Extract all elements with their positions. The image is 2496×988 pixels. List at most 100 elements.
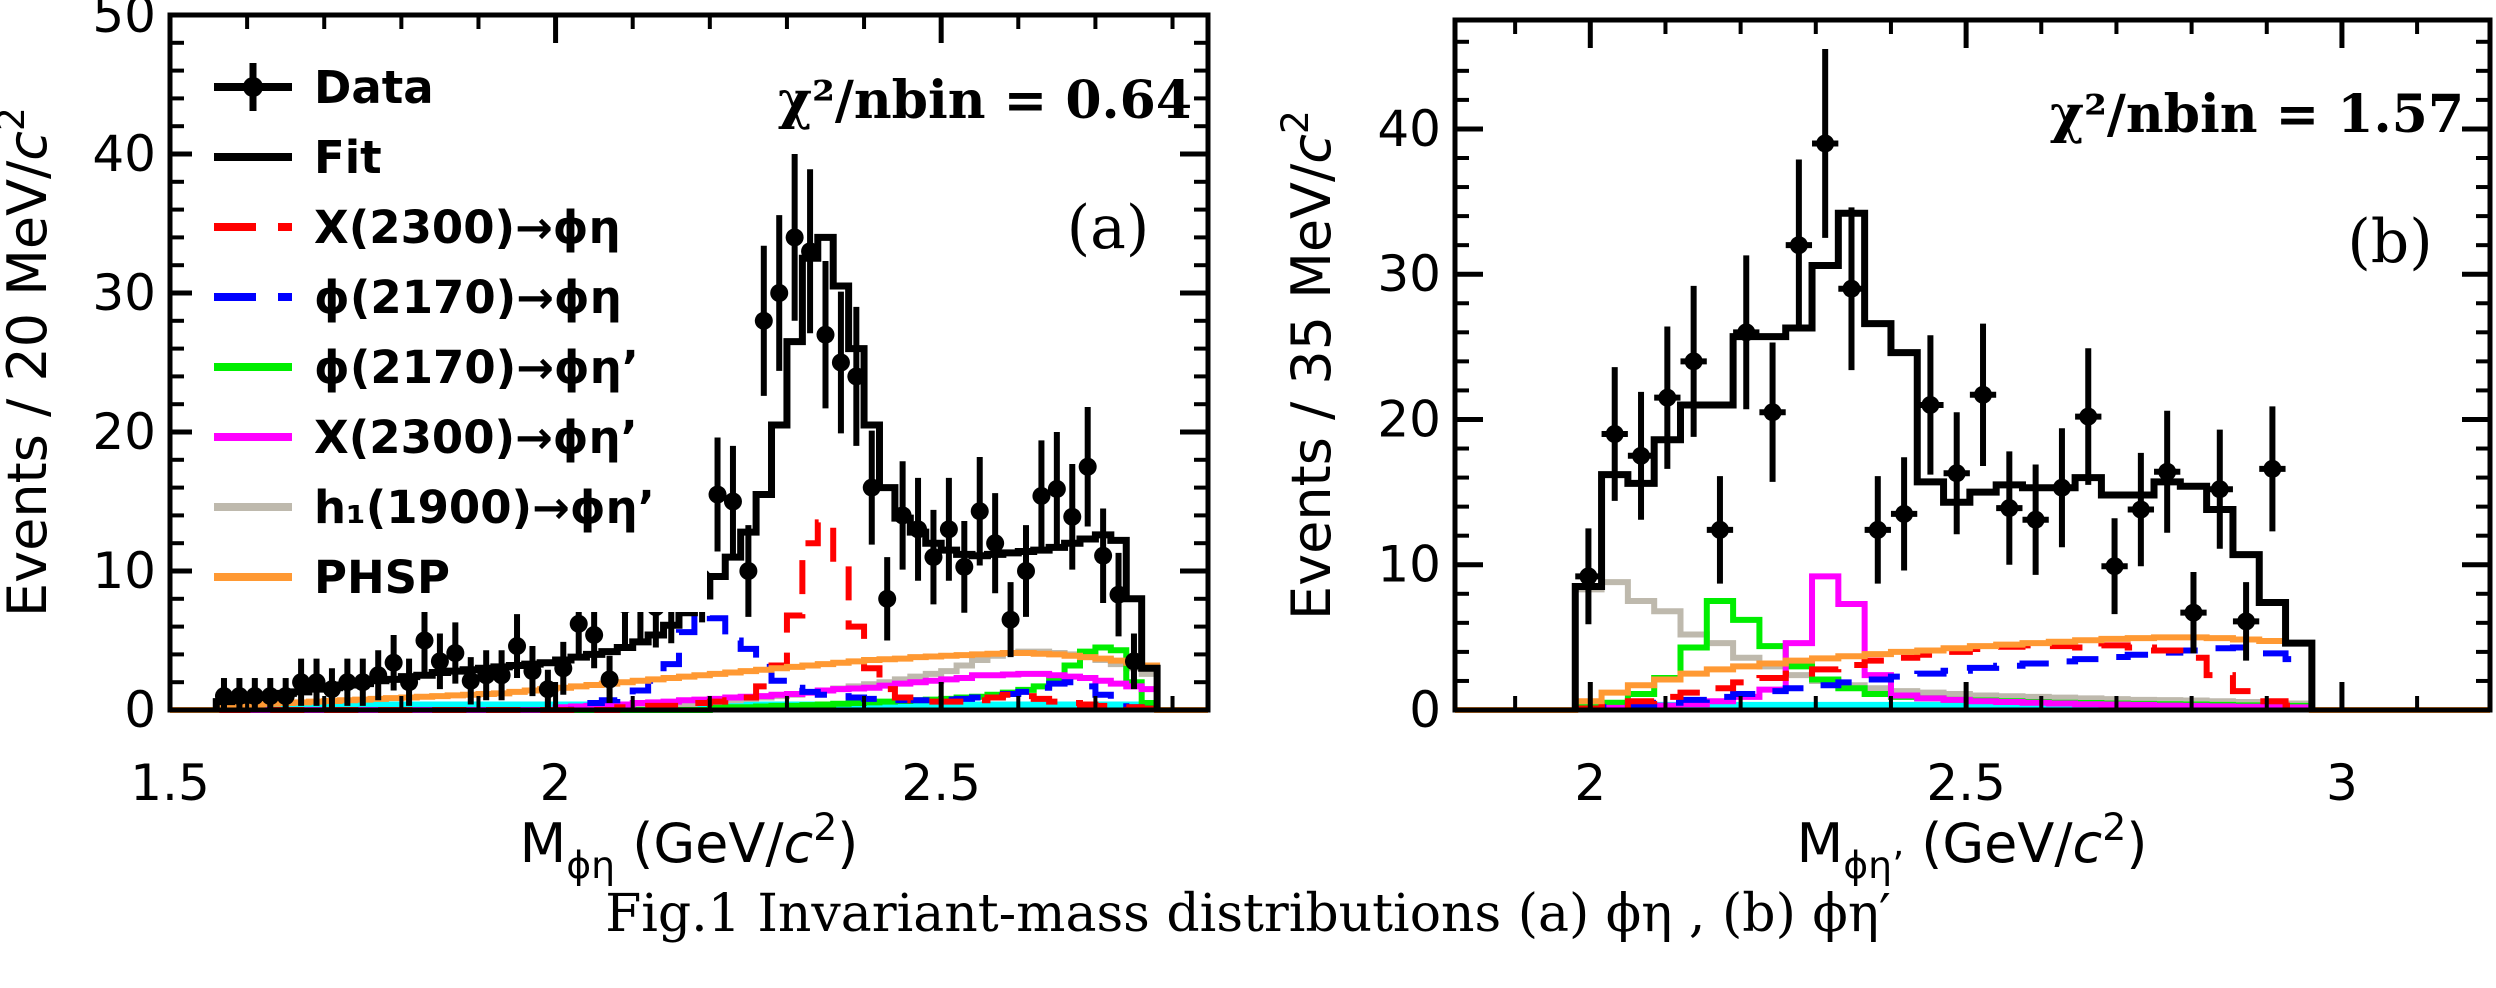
data-marker — [508, 637, 527, 656]
data-marker — [261, 687, 280, 706]
data-marker — [1974, 385, 1993, 404]
data-marker — [1763, 403, 1782, 422]
data-marker — [600, 670, 619, 689]
panel-b-component-curves — [1455, 573, 2490, 713]
data-marker — [1094, 546, 1113, 565]
data-marker — [1001, 610, 1020, 629]
panel-b-ytick-label: 10 — [1377, 536, 1441, 594]
data-marker — [970, 502, 989, 521]
data-marker — [1032, 486, 1051, 505]
data-marker — [1947, 464, 1966, 483]
data-marker — [739, 562, 758, 580]
data-marker — [276, 687, 295, 706]
panel-b-frame — [1452, 17, 2493, 713]
data-marker — [955, 557, 974, 576]
panel-b-chi2-annotation: χ²/nbin = 1.57 — [2050, 84, 2464, 145]
panel-a-xtick-label: 2 — [540, 754, 572, 812]
data-marker — [415, 631, 434, 650]
data-marker — [400, 673, 419, 692]
data-marker — [878, 589, 897, 608]
curve-X(2300)→ϕη — [1572, 642, 2315, 712]
panel-b-ytick-label: 30 — [1377, 245, 1441, 303]
panel-a-xtick-label: 2.5 — [901, 754, 981, 812]
data-marker — [292, 673, 311, 692]
data-marker — [230, 687, 249, 706]
data-marker — [1684, 352, 1703, 371]
data-marker — [785, 228, 804, 247]
legend-item-label: X(2300)→ϕη’ — [314, 411, 638, 464]
panel-b-panel-label: (b) — [2347, 207, 2432, 277]
data-marker — [924, 548, 943, 567]
data-marker — [1816, 134, 1835, 153]
legend-item-label: Data — [314, 61, 434, 114]
panel-b-xtick-label: 3 — [2326, 754, 2358, 812]
curve-ϕ(2170)→ϕη — [216, 609, 1161, 713]
panel-a-chi2-annotation: χ²/nbin = 0.64 — [778, 70, 1192, 131]
chart-panel-a: 1.5 2 2.5 0 10 20 30 40 50 Mϕη (GeV/c2) Events / 2… — [0, 0, 1211, 887]
data-marker — [538, 680, 557, 699]
legend-background — [192, 52, 707, 612]
panel-b-ytick-label: 40 — [1377, 100, 1441, 158]
panel-b-ytick-label: 0 — [1409, 681, 1441, 739]
data-marker — [893, 506, 912, 525]
data-marker — [1124, 652, 1143, 671]
panel-a-ticks: 1.5 2 2.5 0 10 20 30 40 50 — [92, 0, 1208, 812]
data-marker — [1579, 567, 1598, 586]
data-marker — [1842, 279, 1861, 298]
data-marker — [754, 311, 773, 330]
data-marker — [847, 367, 866, 386]
data-marker — [862, 478, 881, 497]
data-marker — [430, 652, 449, 671]
data-marker — [2237, 612, 2256, 631]
curve-PHSP — [1455, 634, 2490, 713]
legend-item-label: h₁(1900)→ϕη’ — [314, 481, 655, 534]
panel-a-panel-label: (a) — [1067, 193, 1150, 263]
data-marker — [1895, 504, 1914, 523]
data-marker — [723, 492, 742, 511]
data-marker — [986, 534, 1005, 553]
panel-b-data-points — [1575, 49, 2286, 661]
data-marker — [1017, 562, 1036, 580]
data-marker — [585, 625, 604, 644]
panel-a-frame — [167, 12, 1211, 713]
panel-a-ytick-label: 50 — [92, 0, 156, 44]
panel-a-ytick-label: 0 — [124, 681, 156, 739]
data-marker — [2026, 510, 2045, 529]
data-marker — [2052, 478, 2071, 497]
legend-marker-sample — [243, 77, 263, 97]
legend-item-label: ϕ(2170)→ϕη — [314, 271, 622, 324]
data-marker — [1605, 425, 1624, 443]
data-marker — [461, 671, 480, 690]
panel-a-ytick-label: 40 — [92, 125, 156, 183]
panel-b-x-axis-title: Mϕη’ (GeV/c2) — [1797, 805, 2148, 887]
data-marker — [2105, 557, 2124, 576]
data-marker — [816, 325, 835, 344]
data-marker — [1789, 236, 1808, 255]
panel-b-y-axis-title: Events / 35 MeV/c2 — [1273, 110, 1343, 620]
data-marker — [554, 659, 573, 678]
panel-b-fit-curve — [1571, 209, 2316, 710]
data-marker — [322, 680, 341, 699]
data-marker — [1710, 520, 1729, 539]
panel-b-xtick-label: 2 — [1574, 754, 1606, 812]
data-marker — [708, 485, 727, 504]
panel-b-ytick-label: 20 — [1377, 390, 1441, 448]
data-marker — [2000, 499, 2019, 518]
data-marker — [245, 687, 264, 706]
data-marker — [353, 673, 372, 692]
data-marker — [523, 662, 542, 681]
figure-caption: Fig.1 Invariant-mass distributions (a) ϕ… — [605, 884, 1891, 944]
data-marker — [2131, 500, 2150, 519]
data-marker — [801, 242, 820, 261]
data-marker — [770, 284, 789, 302]
data-marker — [831, 353, 850, 372]
data-marker — [1063, 507, 1082, 526]
data-marker — [1632, 446, 1651, 465]
data-marker — [2158, 462, 2177, 481]
data-marker — [369, 666, 388, 685]
panel-a-ytick-label: 20 — [92, 403, 156, 461]
data-marker — [2210, 480, 2229, 499]
panel-a-y-axis-title: Events / 20 MeV/c2 — [0, 107, 59, 617]
data-marker — [2184, 603, 2203, 622]
